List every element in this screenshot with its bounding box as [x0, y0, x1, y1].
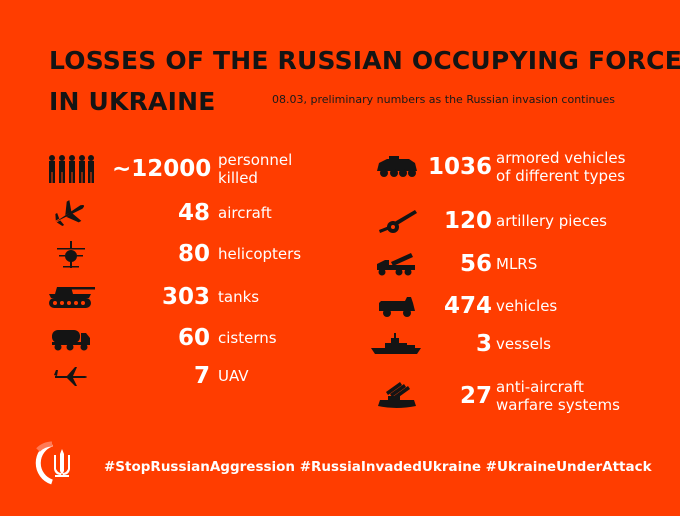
stat-value: ~12000 — [112, 156, 212, 182]
stat-label-line-1: aircraft — [218, 204, 272, 222]
stat-value: 80 — [177, 241, 210, 267]
stat-label: personnel killed — [218, 149, 338, 189]
soldiers-icon — [34, 149, 108, 189]
stat-label: helicopters — [218, 234, 338, 274]
stat-label: vehicles — [496, 286, 646, 326]
stat-label: UAV — [218, 356, 338, 396]
stat-label: tanks — [218, 277, 338, 317]
armored-vehicle-icon — [370, 147, 424, 187]
anti-aircraft-icon — [370, 376, 424, 416]
ukraine-trident-logo — [30, 440, 80, 486]
stat-anti-aircraft: 27 anti-aircraft warfare systems — [370, 376, 660, 416]
vehicle-icon — [370, 286, 424, 326]
stat-uav: 7 UAV — [34, 356, 344, 396]
stat-label: MLRS — [496, 244, 646, 284]
stat-value: 303 — [161, 284, 210, 310]
stat-label: vessels — [496, 324, 646, 364]
stat-value: 474 — [443, 293, 492, 319]
stat-value: 120 — [443, 208, 492, 234]
uav-icon — [34, 356, 108, 396]
stat-label: aircraft — [218, 193, 338, 233]
stat-value: 7 — [193, 363, 210, 389]
tank-icon — [34, 277, 108, 317]
stat-label: cisterns — [218, 318, 338, 358]
stat-value: 56 — [459, 251, 492, 277]
stat-value: 48 — [177, 200, 210, 226]
stat-label-line-1: MLRS — [496, 255, 538, 273]
hashtags: #StopRussianAggression #RussiaInvadedUkr… — [104, 459, 652, 475]
stat-label: armored vehicles of different types — [496, 147, 646, 187]
stat-label: anti-aircraft warfare systems — [496, 376, 646, 416]
stat-helicopters: 80 helicopters — [34, 234, 344, 274]
mlrs-icon — [370, 244, 424, 284]
title-line-1: LOSSES OF THE RUSSIAN OCCUPYING FORCES — [49, 46, 680, 75]
subtitle: 08.03, preliminary numbers as the Russia… — [272, 93, 615, 106]
stat-label-line-1: tanks — [218, 288, 260, 306]
stat-label-line-2: of different types — [496, 167, 626, 185]
stat-label-line-1: armored vehicles — [496, 149, 626, 167]
stat-aircraft: 48 aircraft — [34, 193, 344, 233]
stat-value: 3 — [475, 331, 492, 357]
aircraft-icon — [34, 193, 108, 233]
stat-label-line-1: helicopters — [218, 245, 302, 263]
stat-vehicles: 474 vehicles — [370, 286, 660, 326]
stat-cisterns: 60 cisterns — [34, 318, 344, 358]
stat-vessels: 3 vessels — [370, 324, 660, 364]
stat-label-line-2: killed — [218, 169, 258, 187]
stat-artillery: 120 artillery pieces — [370, 201, 660, 241]
stat-value: 27 — [459, 383, 492, 409]
stat-personnel: ~12000 personnel killed — [34, 149, 344, 189]
stat-tanks: 303 tanks — [34, 277, 344, 317]
stat-value: 60 — [177, 325, 210, 351]
stat-label-line-1: personnel — [218, 151, 293, 169]
stat-label-line-1: cisterns — [218, 329, 277, 347]
stat-value: 1036 — [427, 154, 492, 180]
cistern-icon — [34, 318, 108, 358]
stat-label-line-1: artillery pieces — [496, 212, 607, 230]
stat-label-line-1: vehicles — [496, 297, 558, 315]
stat-label-line-1: vessels — [496, 335, 551, 353]
stat-armored-vehicles: 1036 armored vehicles of different types — [370, 147, 660, 187]
stat-label: artillery pieces — [496, 201, 646, 241]
stat-label-line-1: UAV — [218, 367, 249, 385]
vessel-icon — [370, 324, 424, 364]
page-title: LOSSES OF THE RUSSIAN OCCUPYING FORCES I… — [49, 40, 680, 122]
artillery-icon — [370, 201, 424, 241]
stat-label-line-2: warfare systems — [496, 396, 620, 414]
title-line-2: IN UKRAINE — [49, 87, 216, 116]
stat-label-line-1: anti-aircraft — [496, 378, 584, 396]
helicopter-icon — [34, 234, 108, 274]
stat-mlrs: 56 MLRS — [370, 244, 660, 284]
